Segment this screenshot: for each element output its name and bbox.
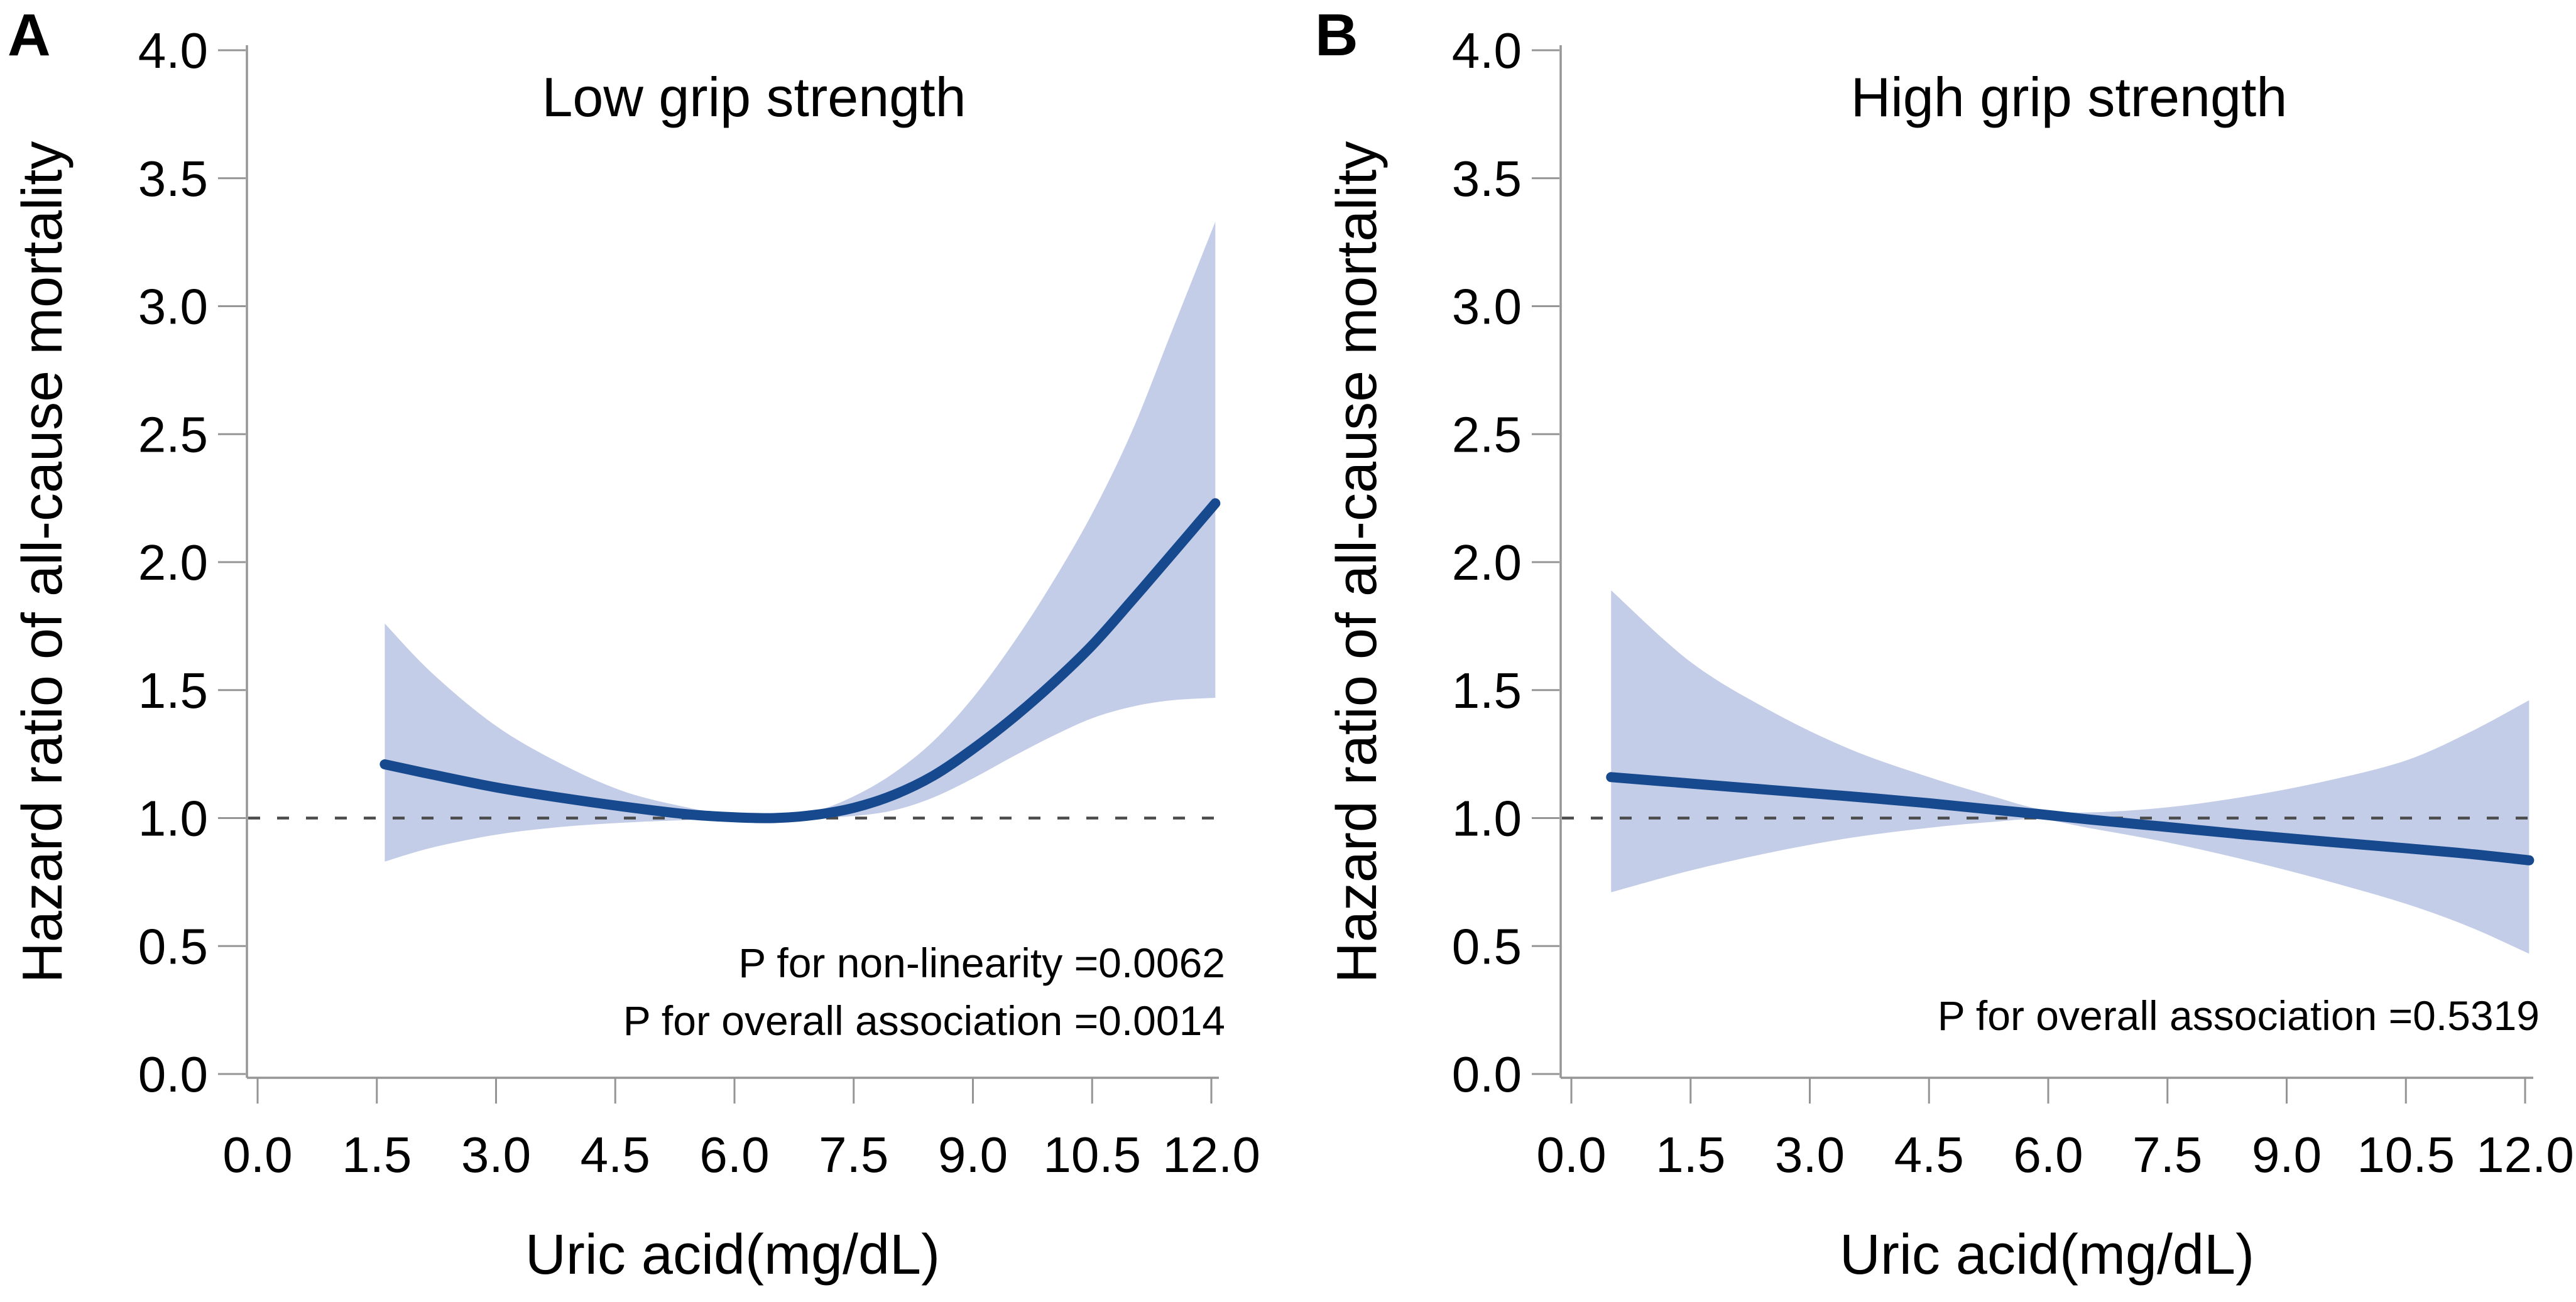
confidence-band bbox=[385, 222, 1216, 862]
y-tick-label: 3.0 bbox=[1452, 279, 1522, 335]
panel-a-letter: A bbox=[8, 2, 51, 68]
x-tick-label: 0.0 bbox=[1536, 1127, 1606, 1183]
y-tick-label: 0.0 bbox=[138, 1046, 208, 1102]
panel-a-x-axis-label: Uric acid(mg/dL) bbox=[525, 1223, 940, 1286]
panel-a-title: Low grip strength bbox=[542, 66, 966, 128]
y-tick-label: 0.5 bbox=[138, 918, 208, 974]
y-tick-label: 1.0 bbox=[138, 791, 208, 847]
x-tick-label: 7.5 bbox=[819, 1127, 888, 1183]
y-tick-label: 2.0 bbox=[138, 534, 208, 590]
panel-b-title: High grip strength bbox=[1851, 66, 2288, 128]
x-tick-label: 4.5 bbox=[581, 1127, 650, 1183]
x-tick-label: 10.5 bbox=[1043, 1127, 1141, 1183]
y-tick-label: 1.5 bbox=[1452, 663, 1522, 719]
x-tick-label: 12.0 bbox=[1162, 1127, 1260, 1183]
confidence-band bbox=[1611, 590, 2530, 954]
y-tick-label: 2.5 bbox=[1452, 406, 1522, 462]
x-tick-label: 9.0 bbox=[938, 1127, 1008, 1183]
y-tick-label: 4.0 bbox=[1452, 23, 1522, 79]
panel-a-p-nonlinearity: P for non-linearity =0.0062 bbox=[738, 940, 1225, 986]
panel-a-y-axis-label: Hazard ratio of all-cause mortality bbox=[11, 141, 74, 984]
x-tick-label: 1.5 bbox=[342, 1127, 412, 1183]
x-tick-label: 6.0 bbox=[2013, 1127, 2083, 1183]
y-tick-label: 3.5 bbox=[1452, 151, 1522, 207]
panel-a-p-overall: P for overall association =0.0014 bbox=[623, 997, 1225, 1044]
hazard-ratio-curve bbox=[1606, 772, 2535, 865]
x-tick-label: 12.0 bbox=[2476, 1127, 2574, 1183]
x-tick-label: 0.0 bbox=[222, 1127, 292, 1183]
panel-b: B High grip strength Hazard ratio of all… bbox=[1315, 2, 2574, 1286]
panel-b-plot-area: 0.0 0.5 1.0 1.5 2.0 2.5 3.0 3.5 4.0 0.0 1.5 3.0 4.5 6… bbox=[1452, 23, 2574, 1183]
y-tick-label: 0.0 bbox=[1452, 1046, 1522, 1102]
panel-a: A Low grip strength Hazard ratio of all-… bbox=[8, 2, 1260, 1286]
panel-b-y-axis-label: Hazard ratio of all-cause mortality bbox=[1326, 141, 1389, 984]
y-tick-label: 3.5 bbox=[138, 151, 208, 207]
x-tick-label: 9.0 bbox=[2252, 1127, 2322, 1183]
panel-b-p-overall: P for overall association =0.5319 bbox=[1938, 992, 2540, 1039]
y-tick-label: 2.0 bbox=[1452, 534, 1522, 590]
y-tick-label: 4.0 bbox=[138, 23, 208, 79]
x-tick-label: 4.5 bbox=[1894, 1127, 1964, 1183]
x-tick-label: 10.5 bbox=[2357, 1127, 2455, 1183]
x-tick-label: 3.0 bbox=[461, 1127, 531, 1183]
hazard-ratio-curve bbox=[379, 498, 1221, 823]
x-tick-label: 1.5 bbox=[1656, 1127, 1725, 1183]
y-tick-label: 1.0 bbox=[1452, 791, 1522, 847]
panel-b-x-axis-label: Uric acid(mg/dL) bbox=[1840, 1223, 2254, 1286]
panel-a-plot-area: 0.0 0.5 1.0 1.5 2.0 2.5 3.0 3.5 4.0 0.0 1.5 3.0 4.5 6… bbox=[138, 23, 1260, 1183]
y-tick-label: 2.5 bbox=[138, 406, 208, 462]
x-tick-label: 3.0 bbox=[1775, 1127, 1845, 1183]
panel-b-letter: B bbox=[1315, 2, 1358, 68]
y-tick-label: 0.5 bbox=[1452, 918, 1522, 974]
x-tick-label: 7.5 bbox=[2132, 1127, 2202, 1183]
y-tick-label: 1.5 bbox=[138, 663, 208, 719]
y-tick-label: 3.0 bbox=[138, 279, 208, 335]
x-tick-label: 6.0 bbox=[699, 1127, 769, 1183]
